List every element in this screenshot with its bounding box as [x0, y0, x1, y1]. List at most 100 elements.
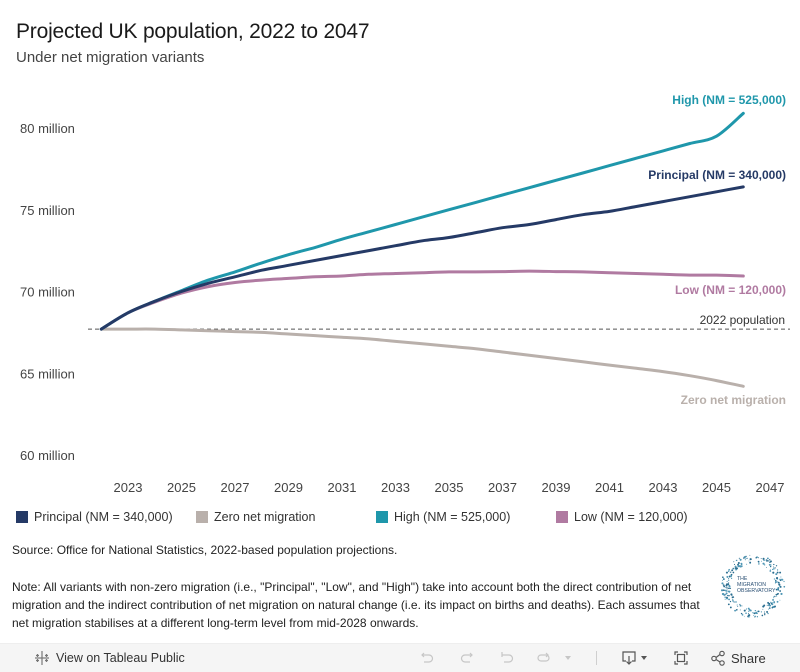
share-icon [710, 650, 726, 666]
logo-dot [727, 587, 730, 590]
logo-dot [737, 562, 740, 565]
series-line-principal[interactable] [99, 185, 745, 331]
logo-dot [728, 578, 730, 580]
legend-item-principal[interactable]: Principal (NM = 340,000) [16, 510, 173, 524]
legend-label: Zero net migration [214, 510, 316, 524]
logo-dot [745, 557, 747, 559]
logo-dot [733, 601, 735, 603]
logo-dot [729, 571, 731, 573]
logo-dot [728, 599, 730, 601]
x-tick-label: 2037 [488, 480, 517, 495]
logo-dot [735, 567, 738, 570]
logo-dot [780, 576, 782, 578]
x-tick-label: 2029 [274, 480, 303, 495]
legend-item-high[interactable]: High (NM = 525,000) [376, 510, 510, 524]
x-tick-label: 2039 [542, 480, 571, 495]
legend: Principal (NM = 340,000) Zero net migrat… [16, 510, 800, 528]
series-line-low[interactable] [99, 269, 745, 331]
logo-dot [756, 610, 758, 612]
logo-dot [738, 557, 740, 559]
undo-icon [419, 650, 435, 666]
logo-dot [729, 600, 732, 603]
x-tick-label: 2033 [381, 480, 410, 495]
logo-dot [728, 591, 730, 593]
reference-line-label: 2022 population [700, 313, 785, 327]
logo-dot [765, 559, 768, 561]
logo-text-line: MIGRATION [737, 582, 766, 588]
logo-dot [760, 611, 763, 613]
logo-dot [743, 615, 745, 617]
download-button[interactable] [621, 644, 648, 672]
chart-title: Projected UK population, 2022 to 2047 [16, 20, 370, 43]
fullscreen-icon [673, 650, 689, 666]
x-tick-label: 2023 [114, 480, 143, 495]
logo-dot [753, 614, 755, 616]
series-line-high[interactable] [99, 111, 745, 331]
refresh-dropdown[interactable] [564, 644, 572, 672]
view-on-tableau-link[interactable]: View on Tableau Public [34, 644, 185, 672]
logo-dot [728, 579, 730, 581]
x-tick-label: 2041 [595, 480, 624, 495]
share-button[interactable]: Share [710, 644, 766, 672]
logo-dot [727, 570, 730, 573]
logo-dot [746, 608, 748, 610]
logo-dot [769, 604, 771, 607]
series-line-zero-net-migration[interactable] [99, 327, 745, 388]
logo-dot [748, 610, 750, 612]
logo-dot [728, 568, 730, 571]
y-tick-label: 65 million [20, 366, 75, 381]
logo-dot [747, 612, 749, 614]
y-tick-label: 75 million [20, 203, 75, 218]
logo-dot [724, 598, 726, 600]
logo-dot [768, 607, 771, 609]
logo-dot [732, 596, 735, 598]
logo-dot [740, 562, 743, 565]
logo-dot [726, 580, 728, 582]
series-label-principal: Principal (NM = 340,000) [648, 168, 786, 182]
chart-subtitle: Under net migration variants [16, 49, 205, 66]
logo-dot [755, 556, 757, 559]
view-on-tableau-label: View on Tableau Public [56, 651, 185, 665]
logo-dot [732, 600, 734, 602]
revert-button[interactable] [499, 644, 515, 672]
redo-button[interactable] [459, 644, 475, 672]
logo-dot [773, 597, 775, 599]
refresh-button[interactable] [536, 644, 552, 672]
logo-dot [766, 610, 768, 613]
logo-dot [753, 612, 756, 615]
y-axis: 60 million 65 million 70 million 75 million… [20, 121, 75, 463]
logo-dot [782, 579, 784, 581]
logo-dot [766, 561, 767, 563]
logo-text-line: THE [737, 576, 748, 582]
tableau-toolbar: View on Tableau Public [0, 643, 800, 672]
logo-dot [767, 559, 769, 562]
logo-dot [779, 590, 781, 592]
logo-dot [728, 594, 730, 597]
logo-dot [755, 611, 758, 614]
fullscreen-button[interactable] [673, 644, 689, 672]
legend-swatch [556, 511, 568, 523]
logo-dot [771, 606, 774, 609]
legend-item-low[interactable]: Low (NM = 120,000) [556, 510, 688, 524]
logo-dot [773, 566, 774, 568]
logo-dot [732, 567, 734, 570]
chevron-down-icon [640, 654, 648, 662]
logo-dot [725, 571, 728, 574]
legend-label: High (NM = 525,000) [394, 510, 511, 524]
revert-icon [499, 650, 515, 666]
migration-observatory-logo[interactable]: THE MIGRATION OBSERVATORY [718, 551, 788, 621]
logo-dot [724, 596, 726, 598]
legend-item-zero[interactable]: Zero net migration [196, 510, 315, 524]
logo-dot [757, 560, 760, 563]
logo-dot [780, 592, 783, 596]
logo-dot [757, 610, 760, 613]
series-labels: High (NM = 525,000) Principal (NM = 340,0… [648, 93, 786, 407]
logo-dot [747, 614, 750, 617]
logo-dot [775, 565, 778, 567]
x-tick-label: 2025 [167, 480, 196, 495]
undo-button[interactable] [419, 644, 435, 672]
logo-dot [728, 582, 730, 584]
logo-dot [722, 589, 725, 591]
logo-dot [741, 605, 743, 607]
share-label: Share [731, 650, 766, 666]
